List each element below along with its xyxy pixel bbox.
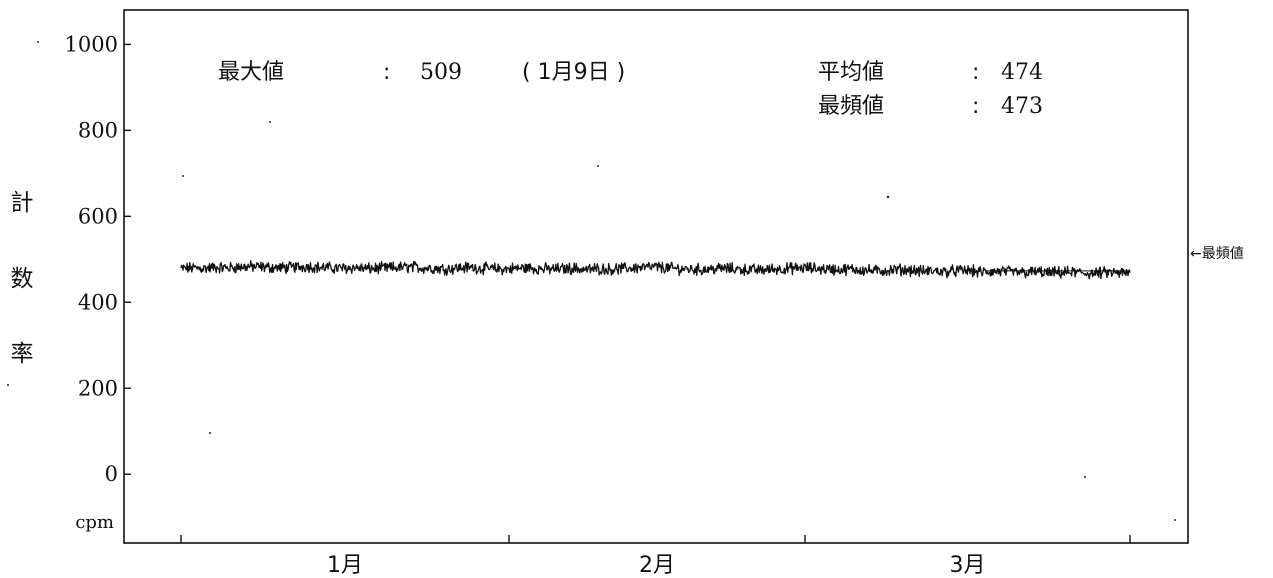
max-value: 509 [420,60,462,85]
scan-speck [886,195,890,199]
y-axis-label: 計数率 [11,190,34,367]
mode-pointer-label: ←最頻値 [1190,246,1244,262]
series-layer [180,260,1131,280]
y-tick-label: 400 [78,290,118,314]
y-tick-label: 800 [78,118,118,142]
mode-value: 473 [1001,94,1043,119]
series-line [180,260,1131,280]
mode-separator: : [972,94,979,119]
x-tick-label: 3月 [950,553,986,578]
mean-label: 平均値 [818,60,884,85]
mean-value: 474 [1001,60,1043,85]
y-label-char: 率 [11,341,34,367]
max-separator: : [383,60,390,85]
scan-speck [37,41,39,43]
scan-speck [597,165,599,167]
x-axis-ticks: 1月 2月 3月 [180,535,1131,578]
scan-speck [269,121,271,123]
x-tick-label: 1月 [327,553,363,578]
y-tick-label: 1000 [65,32,118,56]
scan-speck [209,432,211,434]
y-axis-ticks: 0 200 400 600 800 1000 [65,32,131,486]
plot-frame [123,9,1189,544]
y-label-char: 計 [11,190,34,216]
scan-speck [1084,476,1086,478]
x-tick-label: 2月 [639,553,675,578]
max-date: ( 1月9日 ) [522,60,625,85]
max-label: 最大値 [218,60,284,85]
mode-label: 最頻値 [818,94,884,119]
y-unit-label: cpm [75,512,114,533]
y-tick-label: 200 [78,376,118,400]
scan-speck [182,175,184,177]
y-tick-label: 0 [105,462,118,486]
scan-speck [1174,519,1176,521]
scan-speck [7,384,9,386]
y-tick-label: 600 [78,204,118,228]
y-label-char: 数 [11,266,34,292]
mean-separator: : [972,60,979,85]
